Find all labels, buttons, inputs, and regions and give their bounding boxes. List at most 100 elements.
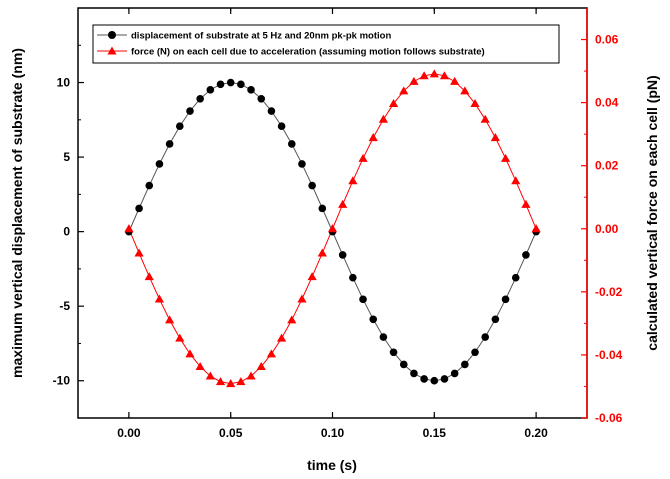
displacement-data-point [206, 86, 215, 94]
displacement-data-point [369, 315, 378, 324]
right-y-axis-title: calculated vertical force on each cell (… [644, 75, 660, 350]
displacement-data-point [440, 375, 449, 383]
y-left-tick-label: -10 [53, 374, 71, 388]
displacement-data-point [277, 122, 286, 131]
series-markers [124, 69, 541, 388]
right-y-axis-ticks: -0.06 -0.04 -0.02 0.00 0.02 0.04 0.06 [581, 33, 623, 425]
y-right-tick-label: -0.02 [595, 285, 623, 299]
displacement-data-point [481, 333, 490, 341]
displacement-data-point [298, 160, 306, 168]
displacement-data-point [471, 348, 479, 357]
force-data-point [521, 199, 531, 208]
y-right-tick-label: -0.06 [595, 411, 623, 425]
force-data-point [378, 114, 388, 123]
force-data-point [277, 333, 287, 342]
legend-box [92, 24, 560, 64]
legend-label-displacement: displacement of substrate at 5 Hz and 20… [131, 31, 391, 42]
force-data-point [185, 349, 195, 358]
force-data-point [175, 333, 185, 342]
displacement-data-point [308, 181, 316, 190]
displacement-data-point [135, 204, 143, 213]
force-data-point [358, 153, 368, 162]
x-tick-label: 0.10 [321, 426, 345, 440]
force-data-point [429, 69, 439, 78]
y-left-tick-label: -5 [59, 299, 70, 313]
displacement-data-point [287, 140, 296, 148]
displacement-data-point [522, 251, 530, 259]
left-y-axis-title: maximum vertical displacement of substra… [9, 48, 25, 378]
force-data-point [450, 76, 460, 85]
force-data-point [154, 294, 165, 303]
force-data-point [144, 272, 154, 281]
force-data-point [327, 224, 338, 233]
displacement-data-point [349, 273, 357, 282]
force-data-point [205, 371, 215, 380]
x-tick-label: 0.20 [524, 426, 548, 440]
displacement-data-point [399, 360, 408, 369]
force-data-point [134, 248, 144, 257]
y-right-tick-label: 0.00 [595, 222, 619, 236]
legend-marker-force [107, 46, 117, 55]
force-data-point [490, 133, 500, 142]
legend: displacement of substrate at 5 Hz and 20… [92, 24, 560, 64]
x-tick-label: 0.05 [219, 426, 243, 440]
displacement-data-point [461, 360, 469, 369]
displacement-data-point [511, 273, 520, 282]
x-tick-label: 0.15 [423, 426, 447, 440]
y-right-tick-label: 0.04 [595, 96, 619, 110]
displacement-data-point [359, 295, 367, 304]
displacement-data-point [216, 80, 225, 89]
force-data-point [338, 199, 348, 208]
force-data-point [246, 371, 256, 380]
left-y-axis-ticks: -10 -5 0 5 10 [53, 44, 84, 419]
displacement-data-point [318, 204, 327, 213]
force-data-point [165, 315, 175, 324]
force-data-point [439, 71, 450, 80]
displacement-data-point [237, 80, 245, 89]
displacement-data-point [501, 295, 510, 304]
y-left-tick-label: 5 [63, 150, 70, 164]
force-data-point [399, 86, 409, 95]
force-data-point [307, 272, 317, 281]
displacement-data-point [389, 348, 398, 357]
force-data-point [531, 224, 541, 233]
force-data-point [409, 76, 419, 85]
force-data-point [460, 86, 470, 95]
y-left-tick-label: 0 [63, 225, 70, 239]
y-right-tick-label: 0.02 [595, 159, 619, 173]
force-data-point [511, 176, 521, 185]
displacement-data-point [155, 160, 164, 168]
force-data-point [215, 377, 226, 386]
force-data-point [419, 71, 429, 80]
force-data-point [124, 224, 134, 233]
displacement-data-point [420, 375, 428, 383]
force-data-point [236, 377, 246, 386]
displacement-data-point [430, 376, 439, 385]
force-data-point [480, 114, 490, 123]
force-data-point [266, 349, 277, 358]
x-tick-label: 0.00 [117, 426, 141, 440]
y-left-tick-label: 10 [57, 76, 71, 90]
plot-frame [77, 7, 588, 419]
displacement-data-point [145, 181, 154, 190]
displacement-data-point [165, 140, 174, 148]
force-data-point [348, 176, 358, 185]
y-right-tick-label: -0.04 [595, 348, 623, 362]
force-data-point [470, 98, 480, 108]
force-data-point [226, 379, 236, 388]
legend-label-force: force (N) on each cell due to accelerati… [131, 47, 485, 58]
displacement-data-point [186, 107, 194, 115]
x-axis-ticks: 0.00 0.05 0.10 0.15 0.20 [117, 8, 548, 440]
displacement-data-point [247, 86, 255, 94]
displacement-data-point [338, 251, 347, 259]
displacement-data-point [226, 78, 235, 87]
force-data-point [195, 361, 205, 371]
x-axis-title: time (s) [307, 457, 357, 473]
displacement-data-point [450, 369, 459, 378]
displacement-data-point [176, 122, 184, 131]
force-data-point [287, 315, 297, 324]
displacement-data-point [379, 333, 388, 341]
force-data-point [297, 294, 307, 303]
